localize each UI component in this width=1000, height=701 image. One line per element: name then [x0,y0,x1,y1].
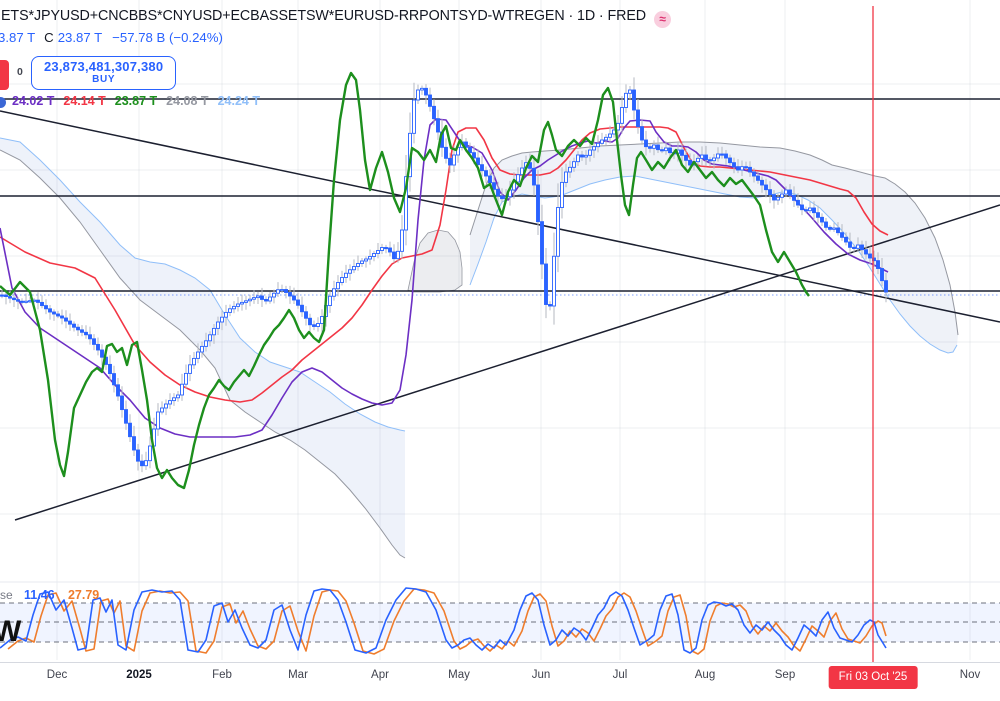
symbol-title[interactable]: ETS*JPYUSD+CNCBBS*CNYUSD+ECBASSETSW*EURU… [1,8,671,28]
indicator-value: 23.87 T [114,94,158,108]
stoch-d-value: 27.79 [67,588,100,602]
time-axis-label[interactable]: Apr [371,669,389,681]
buy-label: BUY [92,74,116,85]
time-axis-label[interactable]: Feb [212,669,232,681]
indicator-value: 24.24 T [217,94,260,108]
indicator-value: 24.08 T [166,94,209,108]
watermark-letter: W [0,615,22,648]
time-axis-label[interactable]: Nov [959,669,981,681]
sell-button-fragment[interactable] [0,60,9,90]
time-axis-label[interactable]: May [448,669,470,681]
approximation-icon: ≈ [653,11,671,28]
spread-value: 0 [17,66,23,78]
time-axis-label[interactable]: Mar [288,669,308,681]
buy-price: 23,873,481,307,380 [44,59,164,74]
stoch-label-fragment: se [0,588,13,602]
stochastic-readout: se 11.46 27.79 [0,588,99,602]
time-axis-label[interactable]: Jun [531,669,551,681]
ohlc-readout: 3.87 T C 23.87 T −57.78 B (−0.24%) [0,30,223,45]
time-axis-label[interactable]: Sep [774,669,796,681]
change-value: −57.78 B (−0.24%) [112,30,223,45]
time-axis-label[interactable]: Aug [694,669,716,681]
close-value: 23.87 T [57,30,103,45]
stoch-k-value: 11.46 [24,588,55,602]
time-axis-label[interactable]: Dec [46,669,68,681]
time-axis-label[interactable]: 2025 [126,669,152,681]
indicator-value: 24.02 T [12,94,55,108]
ichimoku-values: 24.02 T 24.14 T 23.87 T 24.08 T 24.24 T [12,94,269,108]
buy-button[interactable]: 23,873,481,307,380 BUY [31,56,177,90]
close-label: C [44,30,54,45]
quote-prefix: 3.87 T [0,30,36,45]
symbol-text: ETS*JPYUSD+CNCBBS*CNYUSD+ECBASSETSW*EURU… [1,8,646,24]
time-axis-label[interactable]: Jul [612,669,628,681]
indicator-icon-fragment[interactable] [0,97,6,108]
time-axis[interactable]: Fri 03 Oct '25 Dec 2025 Feb Mar Apr May Jun Jul… [0,662,1000,701]
crosshair-date-badge: Fri 03 Oct '25 [828,666,918,689]
indicator-value: 24.14 T [63,94,106,108]
